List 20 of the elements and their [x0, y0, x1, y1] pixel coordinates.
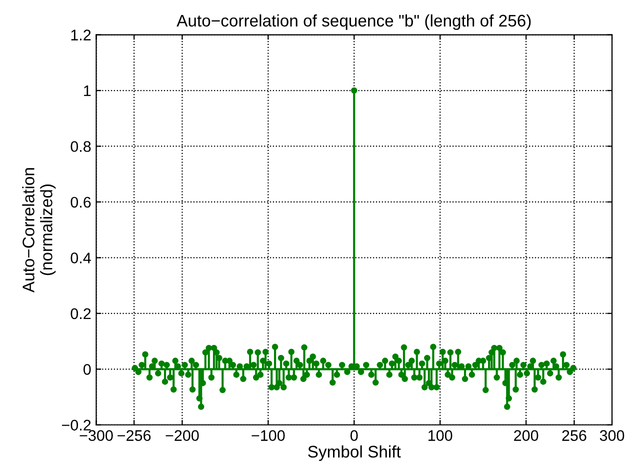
y-tick-label: 0.4 [70, 252, 91, 264]
x-tick-label: −256 [118, 430, 151, 441]
x-tick-label: 0 [350, 430, 358, 441]
x-tick-label: 200 [514, 430, 538, 441]
x-tick-label: 300 [600, 430, 624, 441]
y-tick-label: 0.2 [70, 308, 91, 320]
x-tick-label: −300 [80, 430, 113, 441]
x-axis-title: Symbol Shift [308, 445, 401, 461]
y-tick-label: −0.2 [62, 420, 91, 431]
x-tick-label: 100 [428, 430, 452, 441]
y-tick-label: 1.2 [71, 30, 91, 40]
y-axis-title: Auto−Correlation (normalized) [22, 168, 56, 293]
x-tick-label: −100 [252, 430, 285, 441]
y-tick-label: 0 [83, 364, 91, 375]
chart-title: Auto−correlation of sequence "b" (length of 256) [176, 14, 531, 30]
y-tick-label: 0.6 [70, 196, 91, 208]
x-tick-label: 256 [562, 430, 586, 441]
x-tick-label: −200 [166, 430, 199, 441]
y-tick-label: 1 [84, 86, 91, 96]
y-tick-label: 0.8 [70, 141, 91, 152]
